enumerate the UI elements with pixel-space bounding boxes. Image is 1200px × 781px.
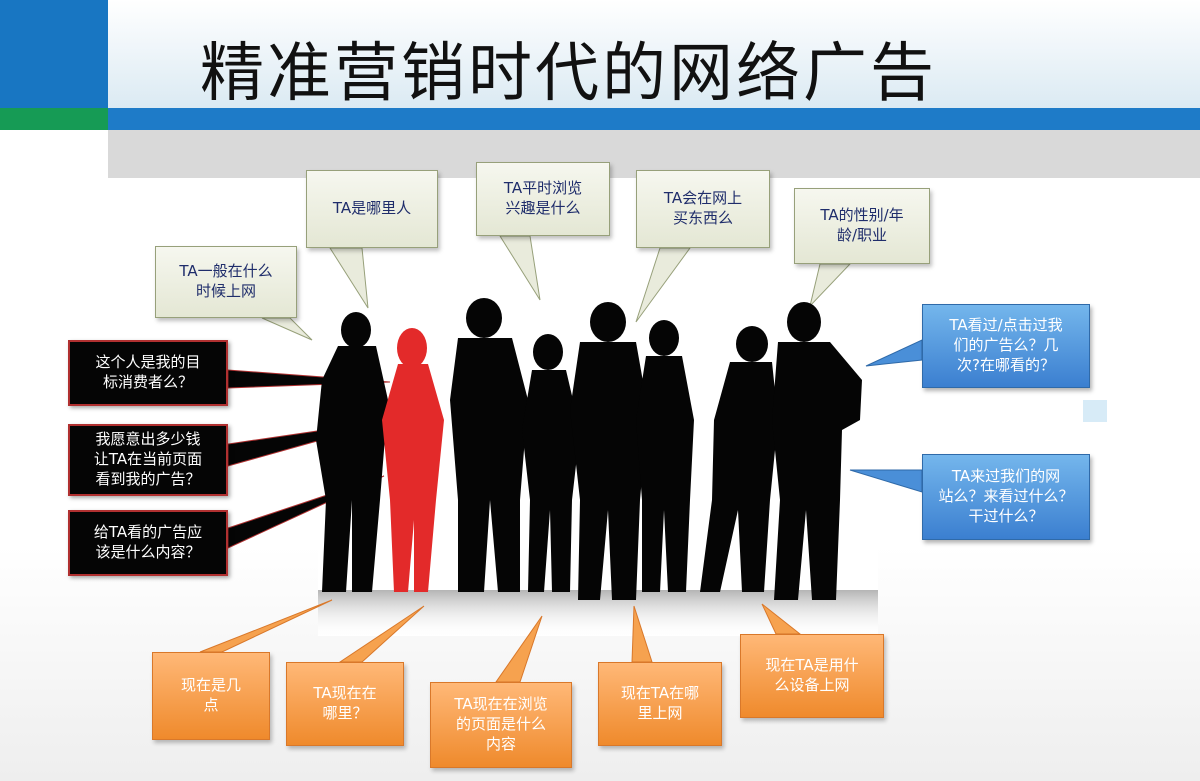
pointer-browse-interest — [499, 235, 541, 301]
callout-current-time: 现在是几 点 — [152, 652, 270, 740]
callout-browse-interest: TA平时浏览 兴趣是什么 — [476, 162, 610, 236]
callout-text: 现在是几 点 — [180, 676, 241, 714]
callout-text: TA是哪里人 — [332, 199, 412, 218]
callout-buy-online: TA会在网上 买东西么 — [636, 170, 770, 248]
callout-text: 现在TA是用什 么设备上网 — [765, 656, 859, 694]
pointer-time-of-day — [261, 317, 313, 341]
callout-spend-amount: 我愿意出多少钱 让TA在当前页面 看到我的广告？ — [68, 424, 228, 496]
person-silhouette-7 — [700, 326, 778, 592]
person-silhouette-8 — [772, 302, 862, 600]
callout-text: TA的性别/年 龄/职业 — [820, 206, 904, 244]
pointer-where-from — [329, 247, 369, 309]
person-silhouette-3 — [450, 298, 528, 592]
callout-ad-content: 给TA看的广告应 该是什么内容？ — [68, 510, 228, 576]
callout-text: TA现在在浏览 的页面是什么 内容 — [454, 695, 548, 753]
callout-text: 现在TA在哪 里上网 — [620, 684, 700, 722]
callout-text: TA一般在什么 时候上网 — [179, 262, 273, 300]
callout-current-network: 现在TA在哪 里上网 — [598, 662, 722, 746]
page-title: 精准营销时代的网络广告 — [200, 37, 937, 111]
decorative-square — [1083, 400, 1107, 422]
callout-text: 我愿意出多少钱 让TA在当前页面 看到我的广告？ — [93, 430, 203, 488]
person-silhouette-4 — [522, 334, 580, 592]
callout-text: TA现在在 哪里？ — [313, 684, 377, 722]
callout-seen-ad: TA看过/点击过我 们的广告么？几 次?在哪看的？ — [922, 304, 1090, 388]
callout-current-device: 现在TA是用什 么设备上网 — [740, 634, 884, 718]
callout-visited-site: TA来过我们的网 站么？来看过什么？ 干过什么？ — [922, 454, 1090, 540]
header-green-bar — [0, 108, 108, 130]
person-silhouette-6 — [636, 320, 694, 592]
pointer-gender-age-job — [809, 263, 852, 308]
callout-time-of-day: TA一般在什么 时候上网 — [155, 246, 297, 318]
person-silhouette-highlight — [382, 328, 444, 592]
callout-text: 这个人是我的目 标消费者么？ — [95, 353, 201, 391]
callout-target-consumer: 这个人是我的目 标消费者么？ — [68, 340, 228, 406]
callout-text: TA会在网上 买东西么 — [663, 189, 743, 227]
pointer-buy-online — [635, 247, 691, 323]
callout-text: TA平时浏览 兴趣是什么 — [503, 179, 583, 217]
pointer-current-time — [199, 599, 333, 653]
callout-current-location: TA现在在 哪里？ — [286, 662, 404, 746]
callout-current-page: TA现在在浏览 的页面是什么 内容 — [430, 682, 572, 768]
header-blue-bar — [108, 108, 1200, 130]
callout-where-from: TA是哪里人 — [306, 170, 438, 248]
callout-text: TA看过/点击过我 们的广告么？几 次?在哪看的？ — [949, 316, 1063, 374]
callout-text: 给TA看的广告应 该是什么内容？ — [93, 523, 203, 561]
callout-text: TA来过我们的网 站么？来看过什么？ 干过什么？ — [938, 467, 1074, 525]
person-silhouette-1 — [316, 312, 388, 592]
person-silhouette-5 — [570, 302, 648, 600]
header-blue-block — [0, 0, 108, 108]
header-background — [0, 0, 1200, 108]
callout-gender-age-job: TA的性别/年 龄/职业 — [794, 188, 930, 264]
